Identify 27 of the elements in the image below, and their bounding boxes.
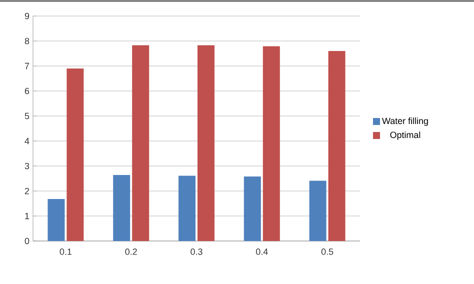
y-tick-label: 1 — [25, 212, 30, 220]
legend-label: Water filling — [382, 118, 428, 126]
x-tick-label: 0.5 — [321, 248, 334, 255]
x-tick-label: 0.2 — [125, 248, 137, 255]
y-tick-label: 9 — [24, 12, 30, 20]
x-tick-label: 0.3 — [190, 248, 202, 255]
legend-label: Optimal — [390, 131, 420, 140]
y-tick-label: 5 — [24, 112, 30, 120]
bar — [132, 45, 150, 241]
y-tick-label: 6 — [24, 88, 30, 94]
y-tick-label: 7 — [24, 62, 30, 70]
bar — [309, 180, 326, 241]
bar — [197, 45, 214, 241]
y-tick-label: 2 — [24, 188, 30, 194]
bar — [244, 176, 261, 241]
bar — [178, 176, 196, 241]
y-tick-label: 4 — [24, 138, 30, 144]
y-tick-label: 8 — [24, 38, 30, 44]
bar — [66, 68, 84, 241]
x-tick-label: 0.4 — [256, 248, 268, 255]
y-tick-label: 3 — [24, 162, 30, 170]
bar — [48, 199, 65, 241]
y-tick-label: 0 — [24, 238, 30, 244]
x-tick-label: 0.1 — [60, 248, 72, 255]
bar — [262, 46, 280, 241]
bar — [328, 51, 346, 241]
bar — [113, 175, 130, 241]
